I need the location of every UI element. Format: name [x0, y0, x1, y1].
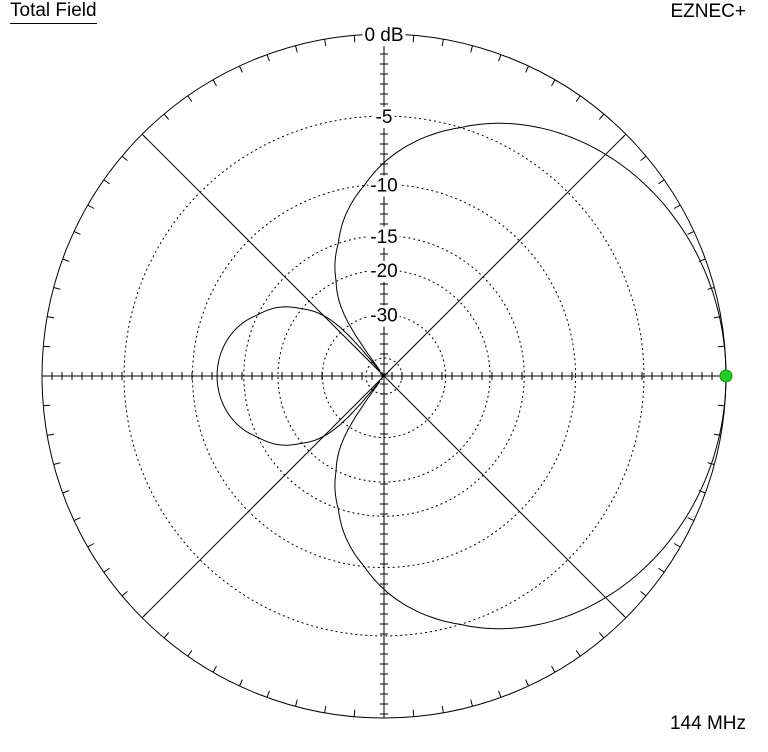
rim-tick [551, 79, 556, 87]
rim-tick [525, 679, 529, 687]
axis-ticks [51, 43, 723, 715]
rim-tick [141, 612, 148, 619]
rim-tick [620, 612, 627, 619]
rim-tick [551, 665, 556, 673]
rim-tick [441, 39, 444, 47]
pattern-line [216, 122, 727, 630]
rim-tick [717, 345, 725, 348]
ring-label: -15 [370, 227, 397, 248]
rim-tick [73, 231, 81, 235]
rim-tick [141, 133, 148, 140]
rim-tick [212, 79, 217, 87]
rim-tick [324, 705, 327, 713]
rim-tick [498, 54, 502, 62]
rim-tick [441, 705, 444, 713]
rim-tick [598, 632, 605, 639]
rim-tick [121, 155, 128, 162]
ring-label-background [368, 260, 400, 282]
rim-tick [87, 543, 95, 548]
rim-tick [212, 665, 217, 673]
ring-label: -30 [370, 305, 397, 326]
rim-tick [43, 404, 51, 407]
rim-tick [620, 133, 627, 140]
ring-label-background [362, 25, 406, 46]
rim-tick [353, 709, 356, 717]
rim-tick [525, 65, 529, 73]
rim-tick [687, 231, 695, 235]
ring-label: -10 [370, 175, 397, 196]
ring-label-background [368, 175, 400, 197]
rim-tick [266, 690, 270, 698]
rim-tick [43, 345, 51, 348]
rim-tick [598, 113, 605, 120]
rim-tick [62, 258, 70, 262]
ring-label-background [368, 226, 400, 248]
rim-tick [47, 433, 55, 436]
rim-tick [73, 517, 81, 521]
rim-tick [412, 35, 415, 43]
rim-tick [640, 155, 647, 162]
rim-tick [640, 590, 647, 597]
rim-tick [470, 45, 473, 53]
rim-tick [239, 679, 243, 687]
ring-label-background [373, 107, 395, 129]
polar-grid [41, 33, 727, 719]
rim-tick [239, 65, 243, 73]
rim-tick [717, 404, 725, 407]
rim-tick [187, 95, 193, 102]
rim-tick [163, 632, 170, 639]
rim-tick [412, 709, 415, 717]
frequency-label: 144 MHz [669, 713, 746, 734]
rim-tick [53, 287, 61, 290]
rim-tick [687, 517, 695, 521]
rim-tick [87, 204, 95, 209]
plot-title: Total Field [10, 0, 97, 24]
rim-tick [266, 54, 270, 62]
rim-tick [658, 179, 665, 185]
rim-tick [673, 543, 681, 548]
rim-tick [353, 35, 356, 43]
rim-tick [163, 113, 170, 120]
rim-tick [295, 699, 298, 707]
rim-tick [575, 95, 581, 102]
rim-tick [295, 45, 298, 53]
rim-tick [187, 650, 193, 657]
rim-tick [575, 650, 581, 657]
rim-tick [62, 490, 70, 494]
rim-tick [658, 567, 665, 573]
max-gain-marker [719, 369, 733, 383]
grid-line-135-deg [141, 133, 627, 619]
ring-labels: 0 dB -5 -10 -15 -20 -30 [362, 25, 406, 327]
ring-label-background [368, 305, 400, 327]
rim-tick [470, 699, 473, 707]
rim-tick [324, 39, 327, 47]
rim-tick [103, 179, 110, 185]
rim-tick [47, 316, 55, 319]
rim-tick [498, 690, 502, 698]
ring-label: 0 dB [364, 25, 403, 46]
pattern-layer [216, 122, 733, 630]
rim-tick [121, 590, 128, 597]
rim-tick [53, 462, 61, 465]
rim-tick [673, 204, 681, 209]
ring-label: -20 [370, 261, 397, 282]
rim-tick [103, 567, 110, 573]
ring-label: -5 [376, 107, 393, 128]
program-name: EZNEC+ [670, 1, 747, 22]
